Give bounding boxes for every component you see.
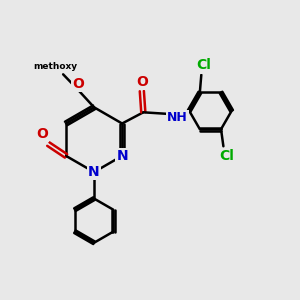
Text: O: O <box>36 127 48 141</box>
Text: O: O <box>72 77 84 91</box>
Text: N: N <box>88 165 100 179</box>
Text: Cl: Cl <box>219 149 234 163</box>
Text: O: O <box>136 75 148 89</box>
Text: O: O <box>136 75 148 89</box>
Text: O: O <box>36 127 48 141</box>
Text: Cl: Cl <box>219 149 234 163</box>
Text: N: N <box>116 149 128 163</box>
Text: N: N <box>88 165 100 179</box>
Text: N: N <box>116 149 128 163</box>
Text: NH: NH <box>167 111 188 124</box>
Text: O: O <box>72 77 84 91</box>
Text: methoxy: methoxy <box>33 62 77 71</box>
Text: Cl: Cl <box>196 58 211 72</box>
Text: NH: NH <box>167 111 188 124</box>
Text: Cl: Cl <box>196 58 211 72</box>
